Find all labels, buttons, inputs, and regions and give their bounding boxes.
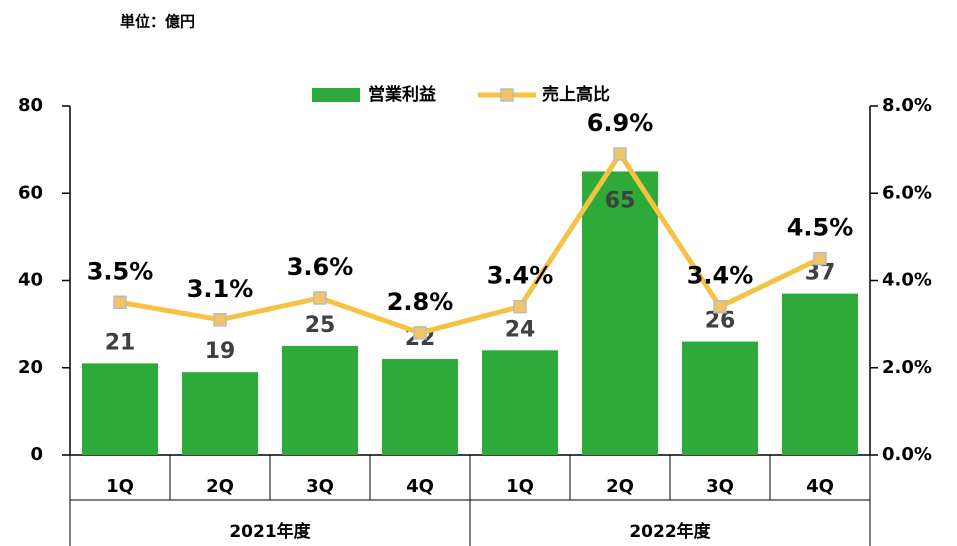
- line-marker: [313, 291, 327, 305]
- bar: [482, 350, 558, 455]
- x-tick-label: 1Q: [506, 476, 534, 497]
- y2-tick-label: 4.0%: [882, 270, 932, 291]
- y-tick-label: 0: [30, 444, 43, 465]
- x-tick-label: 3Q: [706, 476, 734, 497]
- y-tick-label: 20: [18, 357, 43, 378]
- group-label: 2021年度: [229, 521, 311, 542]
- line-marker: [813, 251, 827, 266]
- y-tick-label: 80: [18, 95, 43, 116]
- x-tick-label: 3Q: [306, 476, 334, 497]
- legend-label: 営業利益: [368, 84, 436, 105]
- y2-tick-label: 2.0%: [882, 357, 932, 378]
- x-tick-label: 1Q: [106, 476, 134, 497]
- line: [119, 149, 822, 336]
- y2-tick-label: 8.0%: [882, 95, 932, 116]
- y-tick-label: 40: [18, 270, 43, 291]
- bar: [682, 341, 758, 455]
- x-tick-label: 4Q: [806, 476, 834, 497]
- x-tick-label: 4Q: [406, 476, 434, 497]
- y2-tick-label: 6.0%: [882, 182, 932, 203]
- line-value-label: 3.4%: [687, 262, 754, 290]
- bar-value-label: 19: [205, 339, 236, 364]
- line-value-label: 6.9%: [587, 109, 654, 137]
- line-value-label: 2.8%: [387, 288, 454, 316]
- legend-label: 売上高比: [542, 84, 610, 105]
- x-tick-label: 2Q: [206, 476, 234, 497]
- bar-value-label: 24: [505, 317, 536, 342]
- line-marker: [513, 299, 527, 314]
- bar: [182, 372, 258, 455]
- bar: [782, 293, 858, 455]
- unit-note: 単位：億円: [120, 13, 195, 31]
- bar: [82, 363, 158, 455]
- x-tick-label: 2Q: [606, 476, 634, 497]
- bar: [282, 345, 358, 455]
- line-marker: [713, 299, 727, 314]
- line-value-label: 3.1%: [187, 275, 254, 303]
- bar-value-label: 21: [105, 330, 136, 355]
- line-value-label: 3.5%: [87, 257, 154, 285]
- line-marker: [113, 295, 127, 310]
- bar-value-label: 25: [305, 313, 336, 338]
- bar-value-label: 65: [605, 188, 636, 213]
- line-value-label: 3.6%: [287, 253, 354, 281]
- y-tick-label: 60: [18, 182, 43, 203]
- bar: [382, 359, 458, 455]
- line-marker: [613, 147, 627, 161]
- line-value-label: 3.4%: [487, 262, 554, 290]
- bar: [582, 171, 658, 455]
- line-marker: [213, 313, 227, 327]
- legend-marker: [500, 88, 514, 102]
- y2-tick-label: 0.0%: [882, 444, 932, 465]
- line-marker: [413, 326, 427, 340]
- group-label: 2022年度: [629, 521, 711, 542]
- legend-swatch: [312, 88, 360, 102]
- line-value-label: 4.5%: [787, 214, 854, 242]
